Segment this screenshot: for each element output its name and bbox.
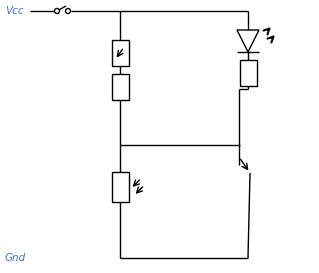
Text: Gnd: Gnd [5,253,26,263]
Bar [240,60,256,86]
Bar [112,172,129,202]
Circle shape [55,8,60,13]
Circle shape [65,8,70,13]
Bar [112,40,129,66]
Bar [112,74,129,100]
Text: Vcc: Vcc [5,6,24,16]
